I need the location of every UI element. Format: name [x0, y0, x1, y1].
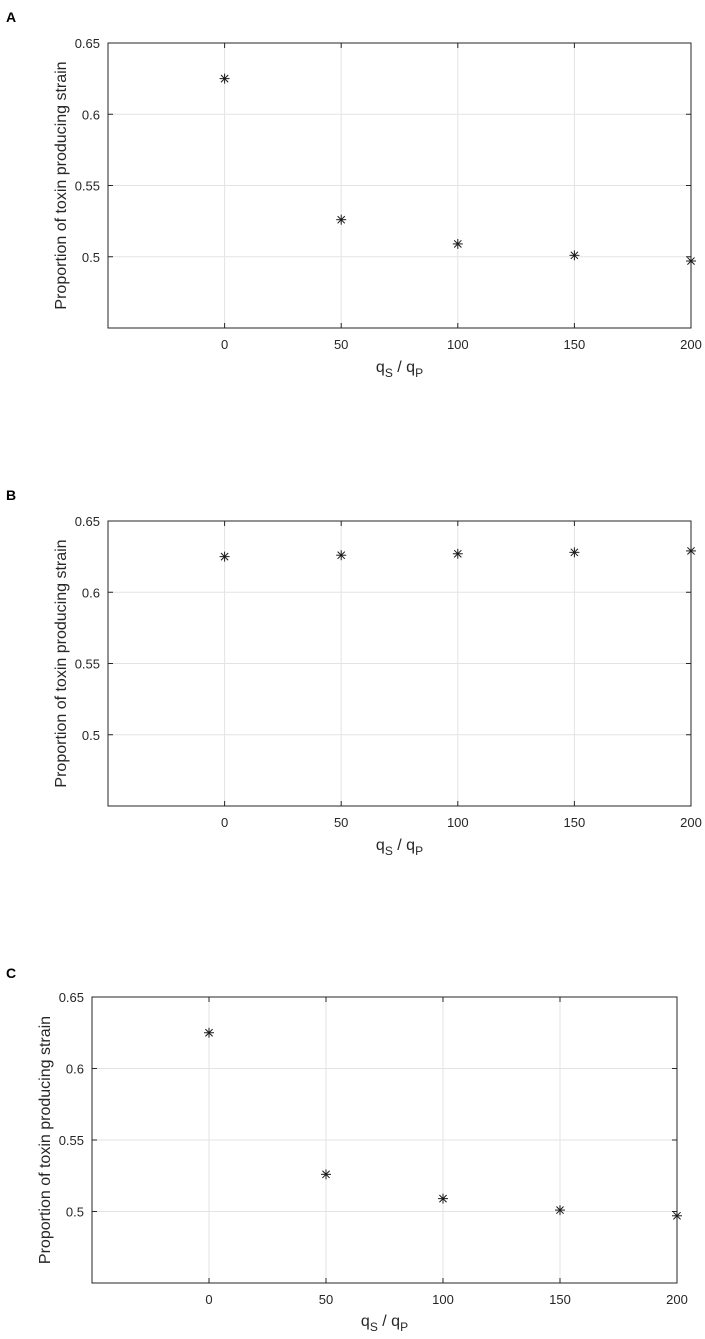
x-axis-label-part: q	[406, 359, 415, 376]
y-tick-label: 0.6	[82, 107, 100, 122]
data-point	[438, 1193, 448, 1204]
x-tick-label: 0	[221, 337, 228, 352]
panel-label: B	[6, 487, 16, 503]
marker-stroke	[453, 239, 462, 248]
x-axis-label-part: /	[393, 837, 406, 854]
x-tick-label: 50	[319, 1292, 333, 1307]
x-tick-label: 200	[666, 1292, 688, 1307]
x-tick-label: 100	[432, 1292, 454, 1307]
x-tick-label: 200	[680, 815, 702, 830]
panel-label: C	[6, 965, 16, 981]
x-axis-label-part: q	[376, 359, 385, 376]
data-point	[569, 250, 580, 261]
y-tick-label: 0.6	[82, 585, 100, 600]
marker-stroke	[205, 1028, 213, 1037]
data-point	[219, 551, 230, 562]
data-point	[452, 238, 463, 249]
marker-stroke	[322, 1170, 330, 1179]
marker-stroke	[220, 74, 229, 83]
data-point	[452, 548, 463, 559]
data-point	[321, 1169, 331, 1180]
data-point	[204, 1027, 214, 1038]
x-axis-label: qS / qP	[361, 1313, 408, 1334]
y-axis-label: Proportion of toxin producing strain	[53, 61, 70, 309]
x-axis-label-part: q	[361, 1313, 370, 1330]
data-point	[219, 73, 230, 84]
panel-label: A	[6, 9, 16, 25]
y-tick-label: 0.5	[66, 1205, 84, 1220]
x-tick-label: 200	[680, 337, 702, 352]
x-axis-label: qS / qP	[376, 837, 423, 858]
x-tick-label: 150	[564, 337, 586, 352]
chart-panel-a: A 0 50 100 150 200 0.5 0.55 0.6 0.65 Proportion of…	[6, 9, 702, 380]
y-tick-label: 0.5	[82, 728, 100, 743]
data-point	[555, 1205, 565, 1216]
marker-stroke	[337, 551, 346, 560]
y-tick-label: 0.55	[75, 179, 100, 194]
data-point	[686, 545, 696, 556]
marker-stroke	[453, 549, 462, 558]
x-tick-label: 100	[447, 337, 469, 352]
x-tick-label: 0	[205, 1292, 212, 1307]
x-axis-label-part: /	[378, 1313, 391, 1330]
x-axis-label-subscript: P	[415, 844, 423, 858]
y-axis-label: Proportion of toxin producing strain	[53, 539, 70, 787]
x-tick-label: 50	[334, 337, 348, 352]
chart-panel-c: C 0 50 100 150 200 0.5 0.55 0.6 0.65 Proportion of…	[6, 965, 688, 1334]
y-tick-label: 0.65	[75, 36, 100, 51]
x-tick-label: 50	[334, 815, 348, 830]
x-tick-label: 150	[564, 815, 586, 830]
x-tick-label: 150	[549, 1292, 571, 1307]
y-tick-label: 0.55	[75, 657, 100, 672]
marker-stroke	[337, 215, 346, 224]
data-point	[336, 550, 347, 561]
x-axis-label-subscript: P	[400, 1320, 408, 1334]
x-axis-label-subscript: S	[370, 1320, 378, 1334]
marker-stroke	[556, 1206, 564, 1215]
data-point	[569, 547, 580, 558]
marker-stroke	[570, 548, 579, 557]
y-tick-label: 0.6	[66, 1062, 84, 1077]
x-axis-label-part: q	[376, 837, 385, 854]
chart-panel-b: B 0 50 100 150 200 0.5 0.55 0.6 0.65 Proportion of…	[6, 487, 702, 858]
marker-stroke	[687, 257, 695, 265]
y-tick-label: 0.55	[59, 1133, 84, 1148]
x-axis-label-subscript: S	[385, 366, 393, 380]
y-tick-label: 0.65	[59, 990, 84, 1005]
x-axis-label-part: /	[393, 359, 406, 376]
marker-stroke	[687, 546, 695, 555]
data-point	[672, 1210, 682, 1221]
marker-stroke	[570, 251, 579, 260]
marker-stroke	[439, 1194, 447, 1203]
x-tick-label: 100	[447, 815, 469, 830]
data-point	[336, 214, 347, 225]
y-tick-label: 0.5	[82, 250, 100, 265]
y-tick-label: 0.65	[75, 514, 100, 529]
x-axis-label-subscript: P	[415, 366, 423, 380]
marker-stroke	[220, 552, 229, 561]
x-axis-label-part: q	[406, 837, 415, 854]
x-tick-label: 0	[221, 815, 228, 830]
y-axis-label: Proportion of toxin producing strain	[37, 1016, 54, 1264]
x-axis-label-part: q	[391, 1313, 400, 1330]
x-axis-label: qS / qP	[376, 359, 423, 380]
marker-stroke	[673, 1211, 681, 1220]
data-point	[686, 256, 696, 267]
x-axis-label-subscript: S	[385, 844, 393, 858]
